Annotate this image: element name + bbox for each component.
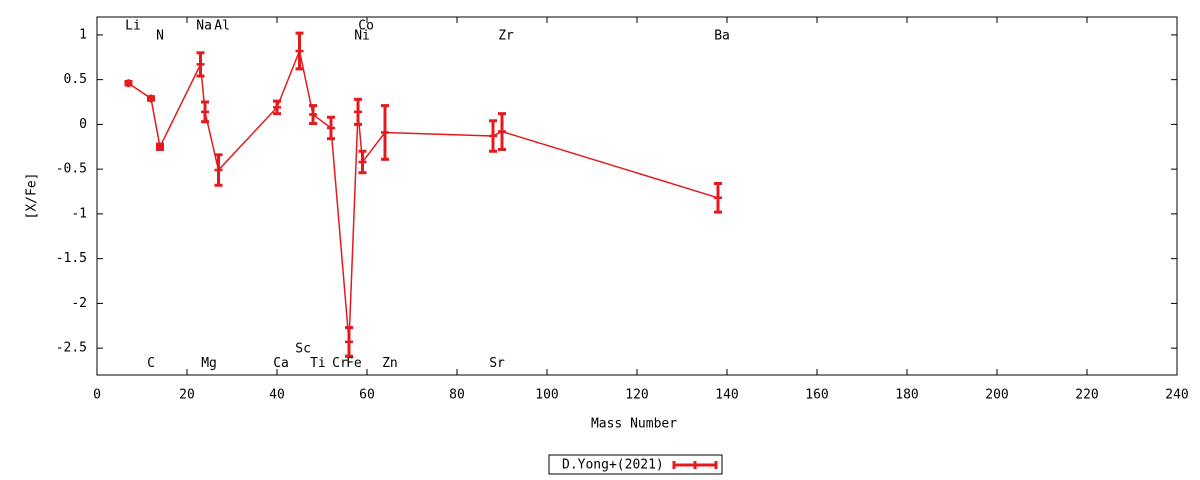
element-label: C <box>147 356 155 371</box>
point <box>124 79 133 88</box>
element-label: Zr <box>498 28 514 43</box>
y-tick-label: -2.5 <box>56 341 87 356</box>
y-tick-label: 1 <box>79 27 87 42</box>
element-label: Ba <box>714 28 730 43</box>
x-tick-label: 200 <box>985 388 1008 403</box>
point <box>147 94 155 103</box>
series-line <box>128 48 719 342</box>
y-axis-label: [X/Fe] <box>25 173 40 220</box>
y-tick-label: -2 <box>71 296 87 311</box>
element-label: Ca <box>273 356 289 371</box>
element-label: Fe <box>346 356 362 371</box>
legend-box <box>548 454 723 475</box>
x-tick-label: 140 <box>715 388 738 403</box>
point <box>345 337 353 346</box>
x-tick-label: 120 <box>625 388 648 403</box>
point <box>196 60 205 69</box>
point <box>273 103 281 112</box>
x-tick-label: 60 <box>359 388 375 403</box>
point <box>214 166 223 175</box>
y-tick-label: 0 <box>79 117 87 132</box>
x-tick-label: 100 <box>535 388 558 403</box>
x-tick-label: 0 <box>93 388 101 403</box>
element-label: Ni <box>354 28 370 43</box>
point <box>381 128 389 137</box>
legend-label: D.Yong+(2021) <box>562 458 664 473</box>
element-label: Li <box>125 18 141 33</box>
x-tick-label: 220 <box>1075 388 1098 403</box>
x-tick-label: 20 <box>179 388 195 403</box>
y-tick-label: -1 <box>71 206 87 221</box>
element-label: N <box>156 28 164 43</box>
point <box>498 127 506 136</box>
y-tick-label: -1.5 <box>56 251 87 266</box>
x-tick-label: 40 <box>269 388 285 403</box>
y-tick-label: 0.5 <box>64 72 87 87</box>
element-label: Zn <box>382 356 398 371</box>
point <box>354 107 362 116</box>
point <box>358 157 367 166</box>
plot-frame <box>96 16 1178 376</box>
point <box>295 47 304 56</box>
x-tick-label: 180 <box>895 388 918 403</box>
point <box>309 110 317 119</box>
element-label: Cr <box>332 356 348 371</box>
y-tick-label: -0.5 <box>56 162 87 177</box>
x-tick-label: 160 <box>805 388 828 403</box>
x-tick-label: 80 <box>449 388 465 403</box>
element-label: Co <box>358 18 374 33</box>
element-label: Al <box>214 18 230 33</box>
element-label: Mg <box>201 356 217 371</box>
x-axis-label: Mass Number <box>591 417 677 432</box>
x-tick-label: 240 <box>1165 388 1188 403</box>
element-label: Ti <box>310 356 326 371</box>
element-label: Na <box>196 18 212 33</box>
element-label: Sc <box>295 342 311 357</box>
legend-swatch <box>672 461 718 469</box>
element-label: Sr <box>489 356 505 371</box>
point <box>201 107 209 116</box>
point <box>714 193 722 202</box>
point <box>327 123 335 132</box>
point <box>156 142 164 151</box>
point <box>489 132 497 141</box>
